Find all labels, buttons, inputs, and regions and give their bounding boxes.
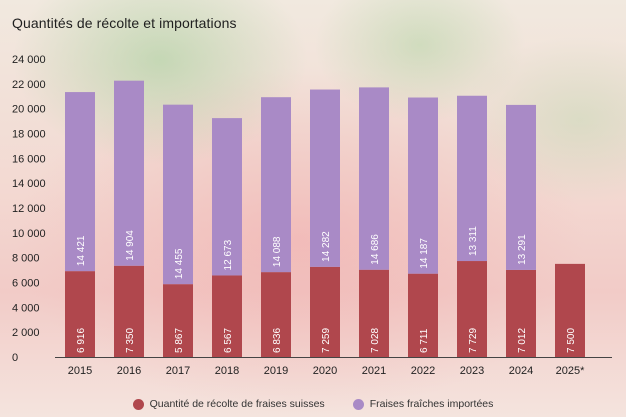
- legend-swatch-imported: [352, 398, 364, 410]
- data-label-imported: 13 291: [517, 234, 528, 265]
- bar-swiss: [114, 265, 144, 357]
- data-label-swiss: 7 500: [566, 328, 577, 353]
- legend-label-swiss: Quantité de récolte de fraises suisses: [149, 398, 325, 410]
- x-tick-label: 2019: [264, 365, 288, 377]
- y-tick-label: 2 000: [12, 327, 40, 339]
- data-label-imported: 14 282: [321, 231, 332, 262]
- bar-swiss: [555, 263, 585, 357]
- data-label-imported: 12 673: [223, 239, 234, 270]
- legend-label-imported: Fraises fraîches importées: [369, 398, 494, 410]
- y-tick-label: 24 000: [12, 54, 46, 66]
- x-tick-label: 2018: [215, 365, 239, 377]
- data-label-swiss: 6 916: [76, 328, 87, 353]
- y-tick-label: 16 000: [12, 153, 46, 165]
- x-tick-label: 2015: [68, 365, 92, 377]
- bar-swiss: [408, 273, 438, 357]
- y-tick-label: 20 000: [12, 104, 46, 116]
- bar-swiss: [359, 269, 389, 357]
- data-label-swiss: 5 867: [174, 328, 185, 353]
- data-label-imported: 13 311: [468, 226, 479, 256]
- bar-imported: [359, 87, 389, 270]
- bar-swiss: [457, 261, 487, 357]
- data-label-swiss: 7 350: [125, 328, 136, 353]
- data-label-imported: 14 455: [174, 248, 185, 279]
- y-tick-label: 8 000: [12, 253, 40, 265]
- y-tick-label: 4 000: [12, 302, 40, 314]
- bar-imported: [457, 95, 487, 262]
- x-tick-label: 2023: [460, 365, 484, 377]
- data-label-imported: 14 421: [76, 235, 87, 266]
- x-tick-label: 2020: [313, 365, 337, 377]
- x-tick-label: 2025*: [556, 365, 585, 377]
- data-label-imported: 14 686: [370, 234, 381, 265]
- bar-imported: [65, 92, 95, 272]
- x-tick-label: 2021: [362, 365, 386, 377]
- legend-swatch-swiss: [132, 398, 144, 410]
- bar-swiss: [310, 266, 340, 357]
- chart-title: Quantités de récolte et importations: [12, 15, 237, 31]
- legend-item-imported: Fraises fraîches importées: [352, 398, 494, 410]
- y-tick-label: 12 000: [12, 203, 46, 215]
- bar-imported: [408, 97, 438, 274]
- bar-swiss: [506, 269, 536, 357]
- bar-imported: [310, 89, 340, 267]
- bar-imported: [163, 104, 193, 285]
- data-label-imported: 14 187: [419, 238, 430, 269]
- bar-swiss: [212, 275, 242, 357]
- data-label-swiss: 6 711: [419, 328, 430, 353]
- legend: Quantité de récolte de fraises suisses F…: [0, 398, 626, 410]
- data-label-swiss: 7 028: [370, 328, 381, 353]
- bar-swiss: [163, 284, 193, 357]
- data-label-swiss: 6 567: [223, 328, 234, 353]
- bar-imported: [506, 104, 536, 270]
- data-label-swiss: 7 012: [517, 328, 528, 353]
- bar-imported: [261, 97, 291, 273]
- y-tick-label: 6 000: [12, 278, 40, 290]
- bar-swiss: [65, 271, 95, 357]
- y-tick-label: 18 000: [12, 129, 46, 141]
- data-label-swiss: 7 259: [321, 328, 332, 353]
- x-tick-label: 2016: [117, 365, 141, 377]
- x-tick-label: 2024: [509, 365, 533, 377]
- bar-swiss: [261, 272, 291, 357]
- data-label-swiss: 7 729: [468, 328, 479, 353]
- data-label-imported: 14 088: [272, 236, 283, 267]
- data-label-swiss: 6 836: [272, 328, 283, 353]
- y-tick-label: 22 000: [12, 79, 46, 91]
- bar-imported: [114, 80, 144, 266]
- y-tick-label: 0: [12, 352, 18, 364]
- data-label-imported: 14 904: [125, 230, 136, 261]
- bar-imported: [212, 118, 242, 276]
- x-tick-label: 2022: [411, 365, 435, 377]
- x-tick-label: 2017: [166, 365, 190, 377]
- legend-item-swiss: Quantité de récolte de fraises suisses: [132, 398, 325, 410]
- y-tick-label: 14 000: [12, 178, 46, 190]
- y-tick-label: 10 000: [12, 228, 46, 240]
